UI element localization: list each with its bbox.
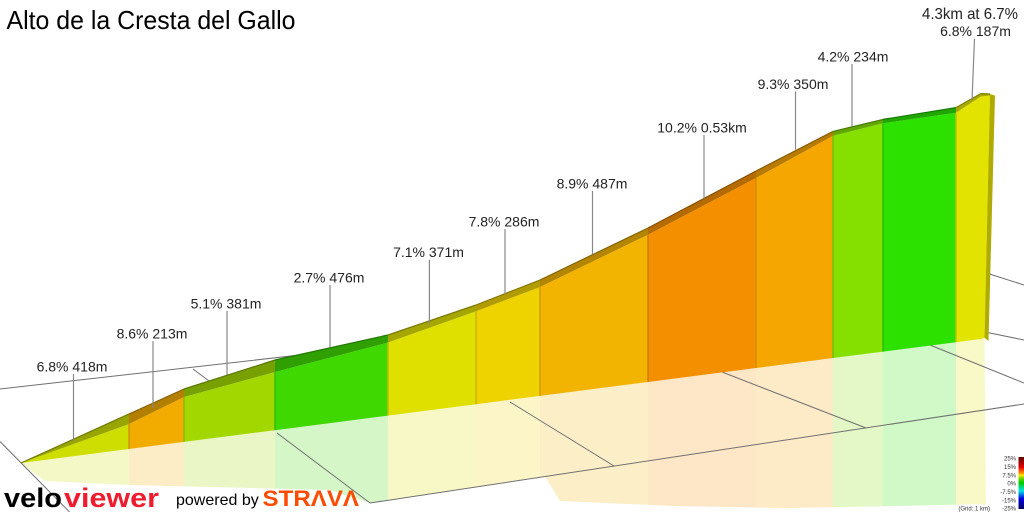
svg-text:0%: 0% — [1007, 482, 1016, 488]
svg-text:-15%: -15% — [1002, 498, 1017, 504]
svg-text:2.7% 476m: 2.7% 476m — [294, 270, 365, 286]
svg-text:(Grid: 1 km): (Grid: 1 km) — [958, 507, 990, 512]
svg-text:5.1% 381m: 5.1% 381m — [191, 296, 262, 312]
svg-text:6.8% 418m: 6.8% 418m — [37, 359, 108, 375]
svg-text:Alto de la Cresta del Gallo: Alto de la Cresta del Gallo — [7, 5, 296, 35]
svg-text:-25%: -25% — [1002, 507, 1017, 512]
svg-text:powered by: powered by — [176, 492, 259, 509]
svg-text:STRΛVΛ: STRΛVΛ — [263, 486, 360, 511]
svg-text:10.2% 0.53km: 10.2% 0.53km — [657, 120, 747, 136]
svg-text:viewer: viewer — [64, 483, 160, 512]
svg-text:25%: 25% — [1004, 457, 1017, 463]
svg-text:4.3km at 6.7%: 4.3km at 6.7% — [922, 6, 1018, 23]
svg-text:6.8% 187m: 6.8% 187m — [940, 23, 1011, 39]
svg-text:15%: 15% — [1004, 465, 1017, 471]
svg-text:7.8% 286m: 7.8% 286m — [469, 214, 540, 230]
svg-text:velo: velo — [4, 483, 62, 512]
svg-text:8.9% 487m: 8.9% 487m — [557, 176, 628, 192]
svg-text:4.2% 234m: 4.2% 234m — [818, 49, 889, 65]
svg-text:7.5%: 7.5% — [1002, 473, 1016, 479]
svg-text:8.6% 213m: 8.6% 213m — [117, 326, 188, 342]
svg-text:7.1% 371m: 7.1% 371m — [393, 244, 464, 260]
svg-text:9.3% 350m: 9.3% 350m — [758, 76, 829, 92]
svg-text:-7.5%: -7.5% — [1000, 490, 1016, 496]
